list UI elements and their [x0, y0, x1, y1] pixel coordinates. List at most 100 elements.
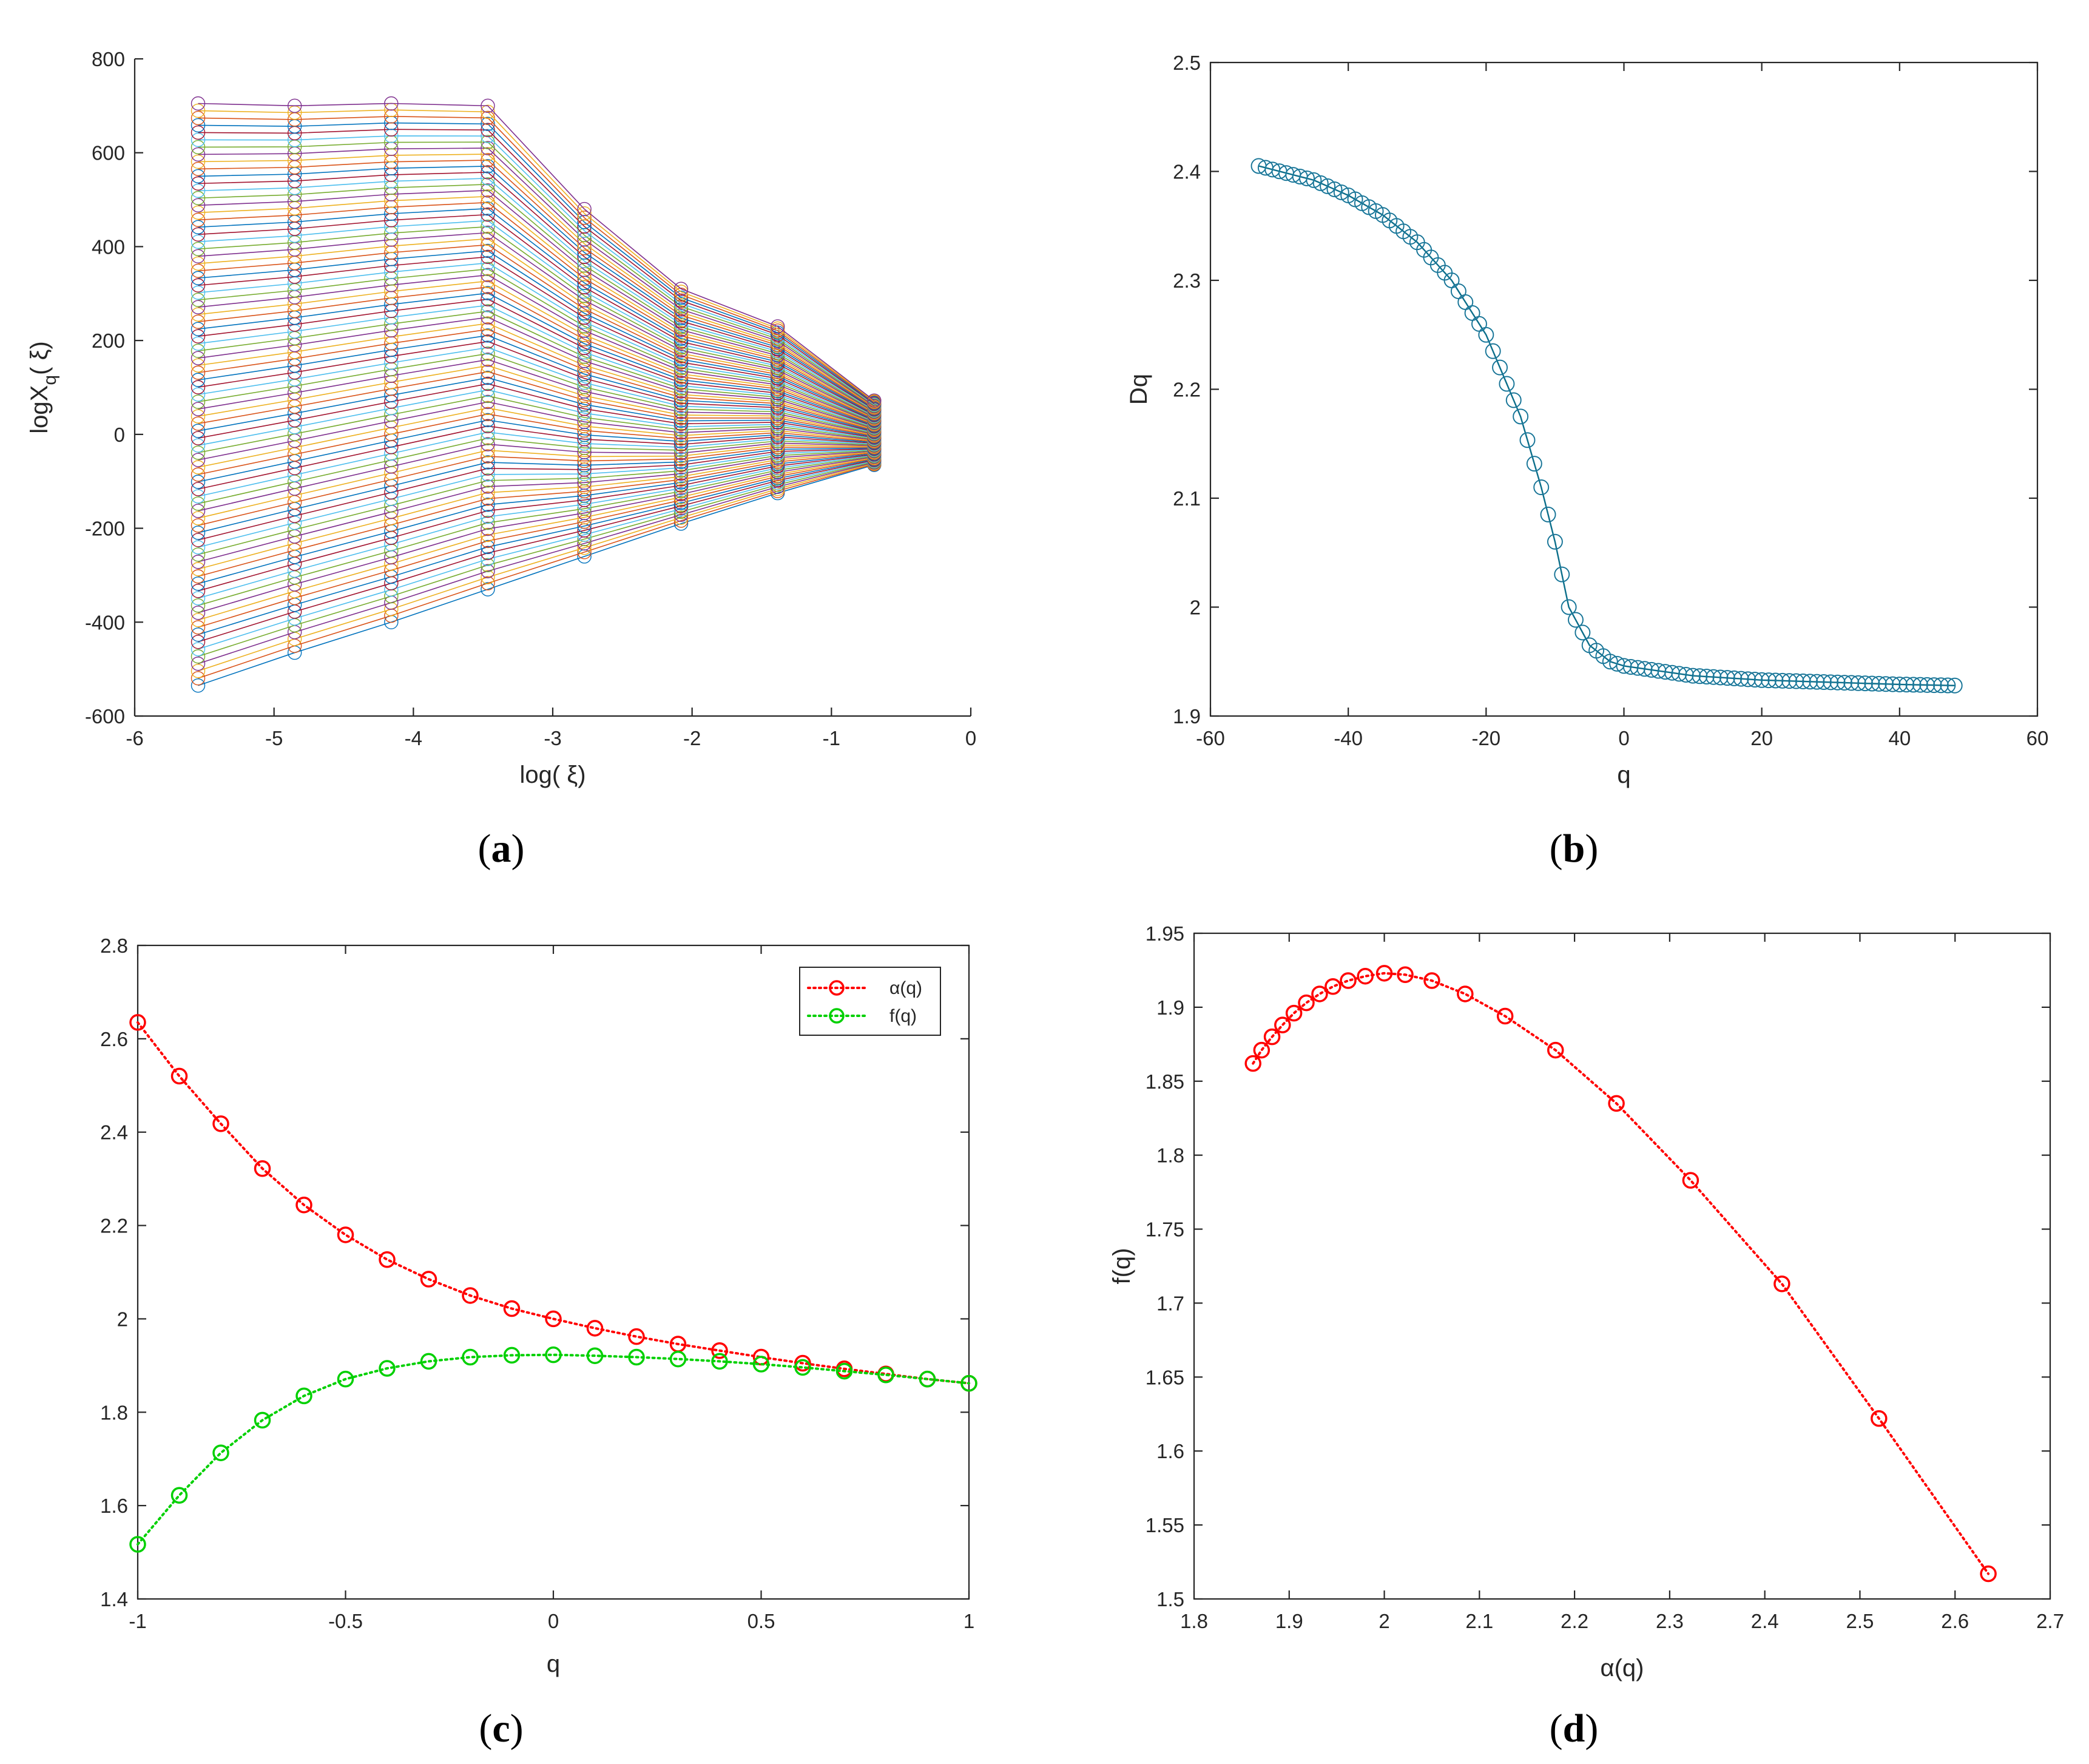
data-point [191, 365, 206, 380]
data-point [191, 285, 206, 300]
data-point [481, 455, 495, 470]
x-tick-label: -5 [265, 727, 283, 749]
y-tick-label: 1.8 [100, 1401, 128, 1424]
data-point [481, 509, 495, 524]
plot-frame [137, 944, 970, 1600]
series-line [198, 461, 875, 657]
data-point [673, 370, 689, 384]
data-point [960, 1374, 977, 1392]
data-point [794, 1354, 811, 1372]
panel-b-chart: -60 -40 -20 0 20 40 60 1.9 2 2.1 2.2 2.3 2.4 2.5 q Dq [1125, 52, 2048, 788]
series-line [198, 438, 874, 504]
data-point [170, 1487, 188, 1504]
data-point [191, 547, 206, 562]
series-line [198, 377, 874, 438]
series-line [198, 305, 875, 428]
data-point [481, 98, 495, 113]
data-point [1298, 994, 1315, 1012]
data-point [191, 220, 206, 235]
data-point [191, 161, 206, 177]
data-point [191, 140, 206, 155]
y-tick-label: 600 [92, 142, 125, 164]
panel-c-chart: -1 -0.5 0 0.5 1 1.4 1.6 1.8 2 2.2 2.4 2.6 2.8 α(q) f(q… [100, 934, 977, 1677]
x-axis-label: α(q) [1600, 1655, 1644, 1681]
data-point [191, 569, 206, 584]
series-line [198, 178, 875, 411]
data-point [481, 274, 495, 288]
x-tick-label: 2.3 [1656, 1610, 1684, 1632]
data-point [191, 627, 206, 642]
data-point [481, 564, 495, 578]
y-tick-label: 2 [117, 1308, 128, 1330]
y-tick-label: 0 [114, 424, 125, 446]
data-point [673, 331, 689, 346]
data-point [503, 1347, 521, 1364]
data-point [191, 234, 206, 249]
series-line [198, 401, 874, 461]
data-point [337, 1226, 354, 1243]
data-point [481, 237, 495, 252]
series-line [198, 353, 875, 434]
y-tick-label: 2.4 [1173, 161, 1201, 183]
data-point-outline [1306, 172, 1321, 188]
data-point [673, 282, 689, 296]
y-tick-label: 1.8 [1156, 1144, 1184, 1167]
series-line [198, 226, 875, 417]
series-line [198, 274, 875, 424]
data-point [481, 576, 495, 590]
x-tick-label: 1 [964, 1610, 974, 1632]
panel-label-d: (d) [1550, 1706, 1599, 1751]
data-point-outline [1699, 669, 1715, 684]
series-line [198, 450, 874, 555]
series-line [198, 452, 874, 577]
data-point [711, 1342, 728, 1359]
data-point [673, 314, 689, 328]
data-point-outline [1713, 670, 1728, 685]
x-tick-label: 2.4 [1751, 1610, 1779, 1632]
data-point [673, 484, 689, 499]
data-point [191, 198, 206, 213]
y-tick-label: 1.65 [1146, 1366, 1184, 1388]
data-point [287, 98, 302, 113]
data-point-outline [1926, 677, 1942, 693]
x-tick-label: 0 [548, 1610, 559, 1632]
data-point [1285, 1004, 1303, 1022]
panel-a-chart: -6 -5 -4 -3 -2 -1 0 -600 -400 -200 0 200 400 600 800 lo… [26, 48, 976, 788]
data-point-outline [1568, 612, 1584, 627]
data-point [1773, 1276, 1790, 1293]
data-point [481, 231, 495, 246]
x-axis-label: q [547, 1651, 560, 1677]
y-tick-label: 2.6 [100, 1028, 128, 1050]
data-point [481, 431, 495, 445]
data-point-outline [1754, 672, 1770, 688]
y-tick-label: 2.1 [1173, 487, 1201, 510]
data-point [673, 387, 689, 402]
data-point [191, 445, 206, 460]
data-point [673, 328, 689, 343]
x-axis-label: log( ξ) [519, 762, 586, 788]
series-line [198, 292, 875, 426]
data-point [481, 479, 495, 494]
data-point [191, 533, 206, 547]
series-line [198, 311, 875, 428]
data-point [1325, 978, 1341, 995]
data-point [191, 518, 206, 533]
data-point [481, 449, 495, 464]
data-point [673, 440, 689, 455]
data-point [129, 1014, 146, 1031]
data-point [673, 437, 689, 451]
data-point [673, 434, 689, 449]
series-line [198, 172, 875, 410]
data-point [191, 591, 206, 606]
data-point [191, 438, 206, 453]
data-point [867, 393, 882, 408]
data-point [673, 337, 689, 352]
data-point [673, 396, 689, 411]
data-point [673, 419, 689, 434]
data-point-outline [1892, 677, 1908, 692]
data-point [877, 1366, 894, 1384]
data-point [384, 96, 399, 111]
data-point [673, 422, 689, 437]
data-point [1423, 972, 1440, 989]
data-point [191, 380, 206, 394]
